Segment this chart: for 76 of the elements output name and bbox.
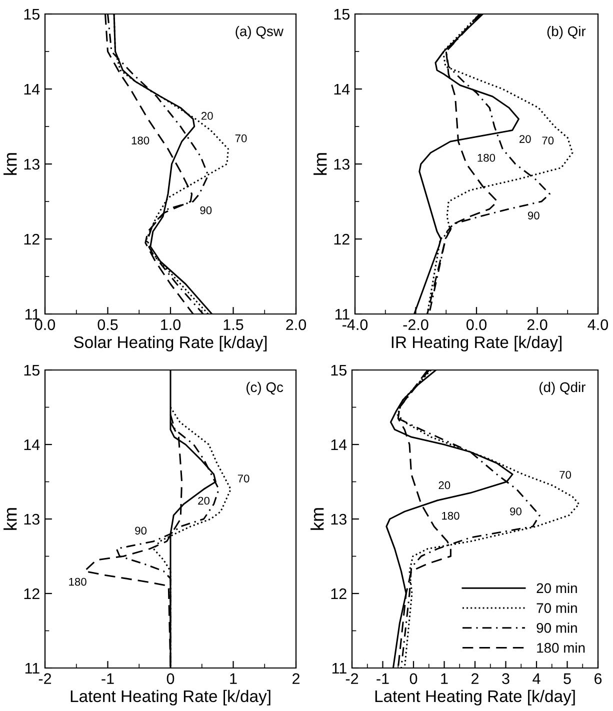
y-tick-label: 13 bbox=[334, 158, 350, 170]
x-tick-label: 1 bbox=[441, 673, 448, 684]
y-tick-label: 12 bbox=[331, 588, 346, 600]
y-tick-label: 14 bbox=[331, 440, 347, 450]
annotation: 90 bbox=[135, 526, 147, 535]
y-tick-label: 15 bbox=[334, 9, 350, 20]
x-axis-title: Latent Heating Rate [k/day] bbox=[70, 690, 270, 706]
annotation: 180 bbox=[442, 512, 460, 520]
annotation: 20 bbox=[202, 112, 213, 120]
annotation: 180 bbox=[132, 136, 150, 144]
x-axis-title: IR Heating Rate [k/day] bbox=[392, 336, 562, 352]
x-tick-label: 0.0 bbox=[34, 319, 56, 330]
x-tick-label: 2 bbox=[292, 673, 300, 684]
x-tick-label: 1.0 bbox=[161, 319, 181, 330]
x-tick-label: -2 bbox=[346, 673, 358, 684]
y-tick-label: 15 bbox=[331, 365, 346, 376]
y-tick-label: 14 bbox=[24, 84, 40, 95]
legend-label: 180 min bbox=[537, 642, 585, 653]
y-tick-label: 12 bbox=[334, 234, 350, 245]
text: (c) Qc bbox=[246, 382, 284, 395]
x-tick-label: 6 bbox=[594, 673, 602, 684]
y-tick-label: 11 bbox=[335, 309, 350, 320]
x-tick-label: 1.5 bbox=[224, 319, 244, 330]
y-tick-label: 15 bbox=[24, 365, 40, 376]
annotation: 20 bbox=[520, 135, 531, 143]
y-tick-label: 15 bbox=[24, 9, 40, 20]
x-axis-title: Solar Heating Rate [k/day] bbox=[74, 336, 267, 352]
text: (a) Qsw bbox=[236, 26, 284, 39]
x-tick-label: -4.0 bbox=[342, 319, 368, 330]
x-tick-label: -1 bbox=[376, 673, 389, 684]
y-tick-label: 12 bbox=[24, 234, 40, 245]
legend-label: 90 min bbox=[536, 622, 577, 633]
x-tick-label: 2.0 bbox=[286, 319, 306, 330]
y-tick-label: 14 bbox=[334, 84, 350, 95]
legend-label: 20 min bbox=[536, 582, 577, 594]
text: (b) Qir bbox=[547, 26, 586, 39]
x-tick-label: 1 bbox=[230, 673, 237, 684]
x-tick-label: 3 bbox=[502, 673, 510, 684]
annotation: 20 bbox=[198, 496, 210, 505]
x-tick-label: 0.0 bbox=[466, 319, 487, 330]
annotation: 90 bbox=[510, 507, 522, 516]
annotation: 90 bbox=[528, 212, 540, 220]
y-axis-title: km bbox=[4, 153, 17, 175]
x-tick-label: -2 bbox=[38, 673, 52, 684]
x-tick-label: -2.0 bbox=[403, 319, 428, 330]
y-tick-label: 12 bbox=[24, 588, 40, 600]
annotation: 70 bbox=[560, 470, 572, 479]
annotation: 70 bbox=[542, 136, 554, 144]
x-tick-label: 4.0 bbox=[588, 319, 608, 330]
annotation: 180 bbox=[478, 154, 496, 162]
y-tick-label: 11 bbox=[332, 663, 346, 674]
annotation: 180 bbox=[69, 578, 86, 586]
x-tick-label: 2 bbox=[472, 673, 478, 684]
y-tick-label: 13 bbox=[24, 514, 40, 525]
annotation: 70 bbox=[238, 474, 250, 482]
x-tick-label: 5 bbox=[564, 673, 571, 684]
y-axis-title: km bbox=[310, 508, 324, 530]
y-tick-label: 14 bbox=[24, 440, 40, 450]
x-tick-label: 0 bbox=[410, 673, 418, 684]
text: (d) Qdir bbox=[539, 382, 586, 395]
y-tick-label: 11 bbox=[25, 663, 40, 674]
y-tick-label: 11 bbox=[25, 309, 40, 320]
x-tick-label: -1 bbox=[102, 673, 114, 684]
x-tick-label: 0 bbox=[166, 673, 174, 684]
y-tick-label: 13 bbox=[331, 514, 346, 525]
legend-label: 70 min bbox=[536, 602, 577, 613]
x-tick-label: 0.5 bbox=[98, 319, 118, 330]
x-tick-label: 2.0 bbox=[527, 319, 548, 330]
annotation: 90 bbox=[200, 206, 212, 214]
x-tick-label: 4 bbox=[532, 673, 540, 684]
y-axis-title: km bbox=[314, 153, 327, 175]
annotation: 20 bbox=[438, 481, 450, 490]
y-axis-title: km bbox=[4, 508, 17, 530]
y-tick-label: 13 bbox=[24, 158, 40, 170]
annotation: 70 bbox=[235, 134, 247, 142]
x-axis-title: Latent Heating Rate [k/day] bbox=[375, 690, 575, 706]
